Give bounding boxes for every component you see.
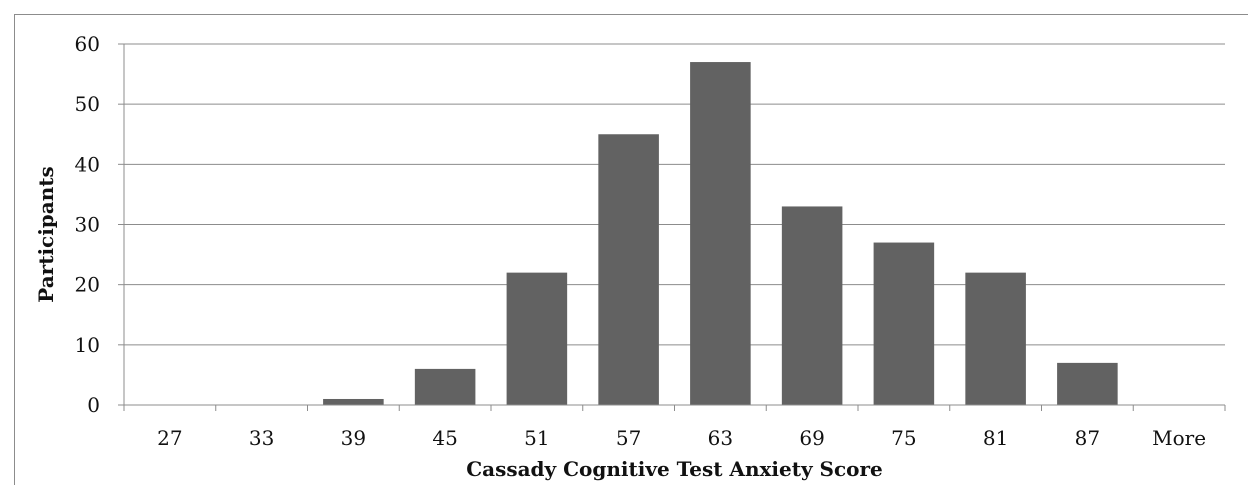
bar-51 <box>506 272 568 405</box>
x-tick-label: 57 <box>616 426 641 450</box>
y-tick-label: 50 <box>75 92 100 116</box>
x-tick-label: 39 <box>341 426 366 450</box>
y-tick-label: 10 <box>75 333 100 357</box>
bar-57 <box>598 134 659 405</box>
bars <box>323 62 1118 406</box>
x-tick-label: 69 <box>799 426 824 450</box>
bar-45 <box>414 368 476 405</box>
y-tick-label: 60 <box>75 32 100 56</box>
x-axis-title: Cassady Cognitive Test Anxiety Score <box>466 457 883 481</box>
chart-frame <box>14 14 1248 485</box>
y-tick-label: 30 <box>75 213 100 237</box>
axes <box>118 43 1226 411</box>
x-tick-labels: 27 33 39 45 51 57 63 69 75 81 87 More <box>157 426 1206 450</box>
y-tick-label: 40 <box>75 152 100 176</box>
y-tick-label: 0 <box>87 393 100 417</box>
bar-81 <box>965 272 1026 405</box>
bar-39 <box>323 398 384 405</box>
x-tick-label: 33 <box>249 426 274 450</box>
x-tick-label: 87 <box>1075 426 1100 450</box>
x-tick-label: 63 <box>708 426 733 450</box>
x-tick-label: 75 <box>891 426 916 450</box>
x-tick-label: More <box>1152 426 1206 450</box>
y-tick-label: 20 <box>75 273 100 297</box>
bar-87 <box>1057 362 1118 405</box>
x-tick-label: 27 <box>157 426 182 450</box>
bar-75 <box>873 242 935 405</box>
bar-63 <box>690 62 751 406</box>
x-tick-label: 45 <box>432 426 457 450</box>
bar-69 <box>781 206 843 405</box>
y-tick-labels: 0 10 20 30 40 50 60 <box>75 32 100 417</box>
x-tick-label: 51 <box>524 426 549 450</box>
gridlines <box>124 43 1225 346</box>
y-axis-title: Participants <box>34 166 58 303</box>
x-tick-label: 81 <box>983 426 1008 450</box>
